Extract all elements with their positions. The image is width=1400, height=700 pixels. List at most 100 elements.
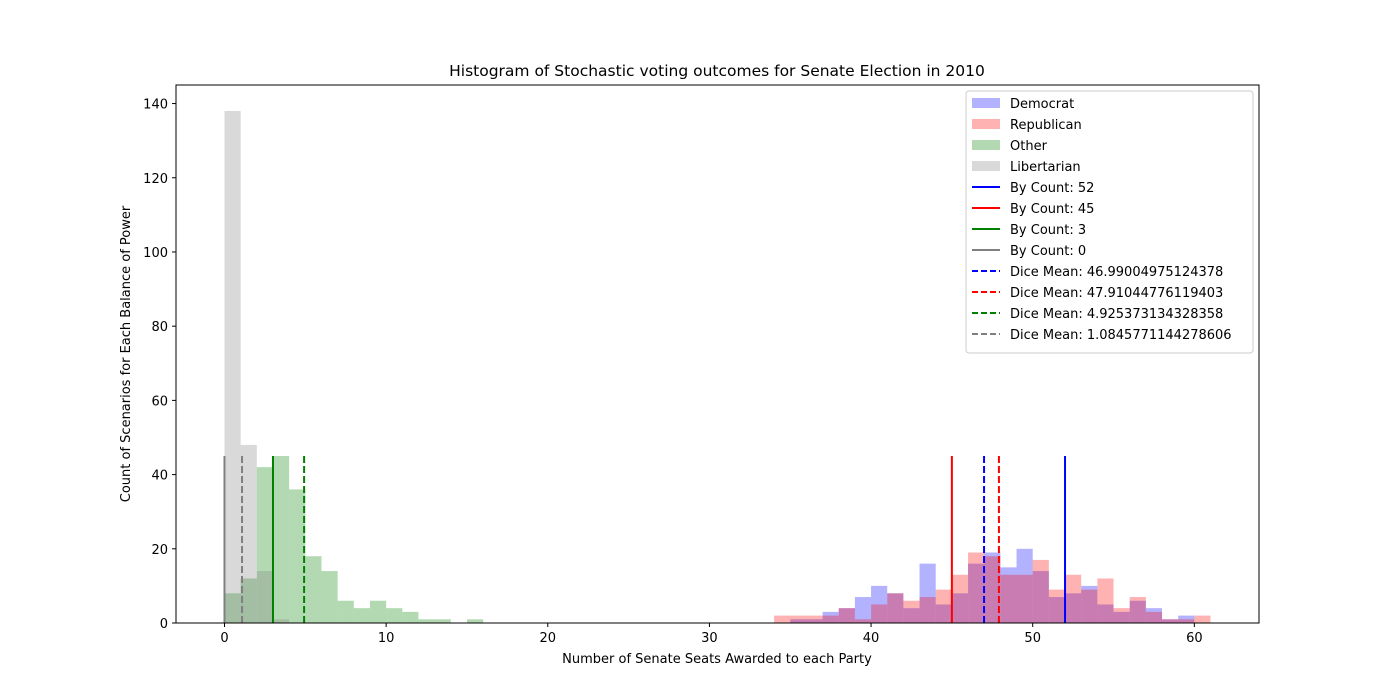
legend-label-other: Other bbox=[1010, 139, 1048, 154]
bar-democrat-58 bbox=[1162, 619, 1179, 623]
bar-republican-51 bbox=[1048, 589, 1066, 623]
bar-democrat-35 bbox=[790, 619, 807, 623]
y-tick-label-100: 100 bbox=[143, 246, 168, 261]
bar-republican-45 bbox=[951, 574, 969, 623]
bar-other-10 bbox=[386, 608, 403, 623]
bar-republican-55 bbox=[1113, 608, 1130, 623]
bar-democrat-57 bbox=[1145, 608, 1163, 623]
y-axis-label: Count of Scenarios for Each Balance of P… bbox=[119, 205, 134, 502]
bar-republican-52 bbox=[1065, 574, 1082, 623]
legend-entry-by-count-0: By Count: 0 bbox=[972, 244, 1086, 259]
bar-other-8 bbox=[353, 608, 370, 623]
legend-label-democrat: Democrat bbox=[1010, 97, 1074, 112]
legend-label-by-count-52: By Count: 52 bbox=[1010, 181, 1094, 196]
bar-libertarian-0 bbox=[224, 110, 241, 623]
bar-other-6 bbox=[321, 571, 338, 623]
legend-swatch-libertarian bbox=[972, 161, 1000, 171]
y-tick-label-120: 120 bbox=[143, 172, 168, 187]
y-tick-label-0: 0 bbox=[160, 617, 168, 632]
reference-lines bbox=[223, 456, 1067, 623]
x-axis-label: Number of Senate Seats Awarded to each P… bbox=[562, 652, 872, 667]
bar-other-7 bbox=[337, 600, 354, 623]
bar-other-15 bbox=[466, 619, 484, 623]
bar-other-0 bbox=[224, 593, 241, 623]
bar-libertarian-3 bbox=[272, 619, 290, 623]
bar-democrat-47 bbox=[984, 552, 1001, 623]
bar-other-4 bbox=[289, 489, 306, 623]
bar-republican-48 bbox=[1000, 574, 1017, 623]
bar-democrat-48 bbox=[1000, 567, 1017, 623]
bar-republican-47 bbox=[984, 556, 1001, 623]
bar-republican-42 bbox=[903, 600, 920, 623]
series-democrat bbox=[790, 548, 1195, 623]
bar-republican-57 bbox=[1145, 611, 1163, 623]
bar-libertarian-2 bbox=[256, 571, 273, 623]
bar-republican-50 bbox=[1032, 559, 1049, 623]
legend-label-by-count-45: By Count: 45 bbox=[1010, 202, 1094, 217]
bar-other-5 bbox=[305, 556, 322, 623]
bar-republican-53 bbox=[1081, 589, 1098, 623]
bar-republican-59 bbox=[1178, 619, 1195, 623]
axes: 0 10 20 30 40 50 60 0 20 40 60 80 100 120 140 bbox=[143, 84, 1260, 646]
bar-democrat-38 bbox=[838, 608, 855, 623]
bar-democrat-43 bbox=[919, 563, 936, 623]
bar-democrat-56 bbox=[1129, 600, 1146, 623]
bar-republican-40 bbox=[871, 604, 888, 623]
legend-entry-by-count-52: By Count: 52 bbox=[972, 181, 1094, 196]
x-tick-label-40: 40 bbox=[863, 631, 880, 646]
y-tick-label-140: 140 bbox=[143, 98, 168, 113]
y-tick-label-60: 60 bbox=[151, 394, 168, 409]
y-tick-label-40: 40 bbox=[151, 469, 168, 484]
bar-other-9 bbox=[369, 600, 387, 623]
bar-republican-56 bbox=[1129, 597, 1146, 623]
bar-democrat-55 bbox=[1113, 611, 1130, 623]
bar-democrat-49 bbox=[1016, 548, 1033, 623]
bar-republican-58 bbox=[1162, 619, 1179, 623]
legend-swatch-other bbox=[972, 140, 1000, 150]
bar-democrat-39 bbox=[854, 597, 872, 623]
bar-other-12 bbox=[418, 619, 435, 623]
legend-label-dice-mean-1-0845771144278606: Dice Mean: 1.0845771144278606 bbox=[1010, 328, 1232, 343]
legend: Democrat Republican Other Libertarian By Cou… bbox=[965, 90, 1254, 354]
bar-democrat-54 bbox=[1097, 604, 1114, 623]
bar-republican-34 bbox=[774, 615, 791, 623]
bar-republican-43 bbox=[919, 597, 936, 623]
series-other bbox=[224, 456, 484, 623]
bar-republican-36 bbox=[806, 615, 823, 623]
bar-democrat-42 bbox=[903, 608, 920, 623]
x-tick-label-30: 30 bbox=[701, 631, 718, 646]
series-republican bbox=[774, 552, 1211, 623]
bar-democrat-40 bbox=[871, 585, 888, 623]
bar-republican-39 bbox=[854, 619, 872, 623]
bar-republican-38 bbox=[838, 608, 855, 623]
x-tick-label-10: 10 bbox=[378, 631, 395, 646]
bar-democrat-44 bbox=[935, 604, 952, 623]
legend-entry-by-count-45: By Count: 45 bbox=[972, 202, 1094, 217]
legend-label-dice-mean-46-99004975124378: Dice Mean: 46.99004975124378 bbox=[1010, 265, 1223, 280]
bar-other-11 bbox=[402, 611, 419, 623]
bar-other-2 bbox=[256, 467, 273, 623]
bar-republican-37 bbox=[822, 615, 839, 623]
legend-entry-libertarian: Libertarian bbox=[972, 160, 1081, 175]
legend-label-republican: Republican bbox=[1010, 118, 1082, 133]
bar-democrat-59 bbox=[1178, 615, 1195, 623]
bar-democrat-52 bbox=[1065, 593, 1082, 623]
bar-democrat-46 bbox=[968, 563, 985, 623]
bar-republican-44 bbox=[935, 589, 952, 623]
legend-label-by-count-3: By Count: 3 bbox=[1010, 223, 1086, 238]
legend-entry-dice-mean-47-91044776119403: Dice Mean: 47.91044776119403 bbox=[972, 286, 1223, 301]
bar-democrat-45 bbox=[951, 593, 969, 623]
y-tick-label-80: 80 bbox=[151, 320, 168, 335]
bar-libertarian-1 bbox=[240, 444, 257, 623]
x-tick-label-20: 20 bbox=[540, 631, 557, 646]
legend-entry-dice-mean-1-0845771144278606: Dice Mean: 1.0845771144278606 bbox=[972, 328, 1232, 343]
bar-republican-35 bbox=[790, 615, 807, 623]
legend-entry-democrat: Democrat bbox=[972, 97, 1074, 112]
legend-entry-republican: Republican bbox=[972, 118, 1082, 133]
bar-other-3 bbox=[272, 456, 290, 623]
bar-democrat-50 bbox=[1032, 571, 1049, 623]
bar-democrat-41 bbox=[887, 593, 904, 623]
legend-entry-by-count-3: By Count: 3 bbox=[972, 223, 1086, 238]
legend-label-dice-mean-4-925373134328358: Dice Mean: 4.925373134328358 bbox=[1010, 307, 1223, 322]
bar-republican-54 bbox=[1097, 578, 1114, 623]
